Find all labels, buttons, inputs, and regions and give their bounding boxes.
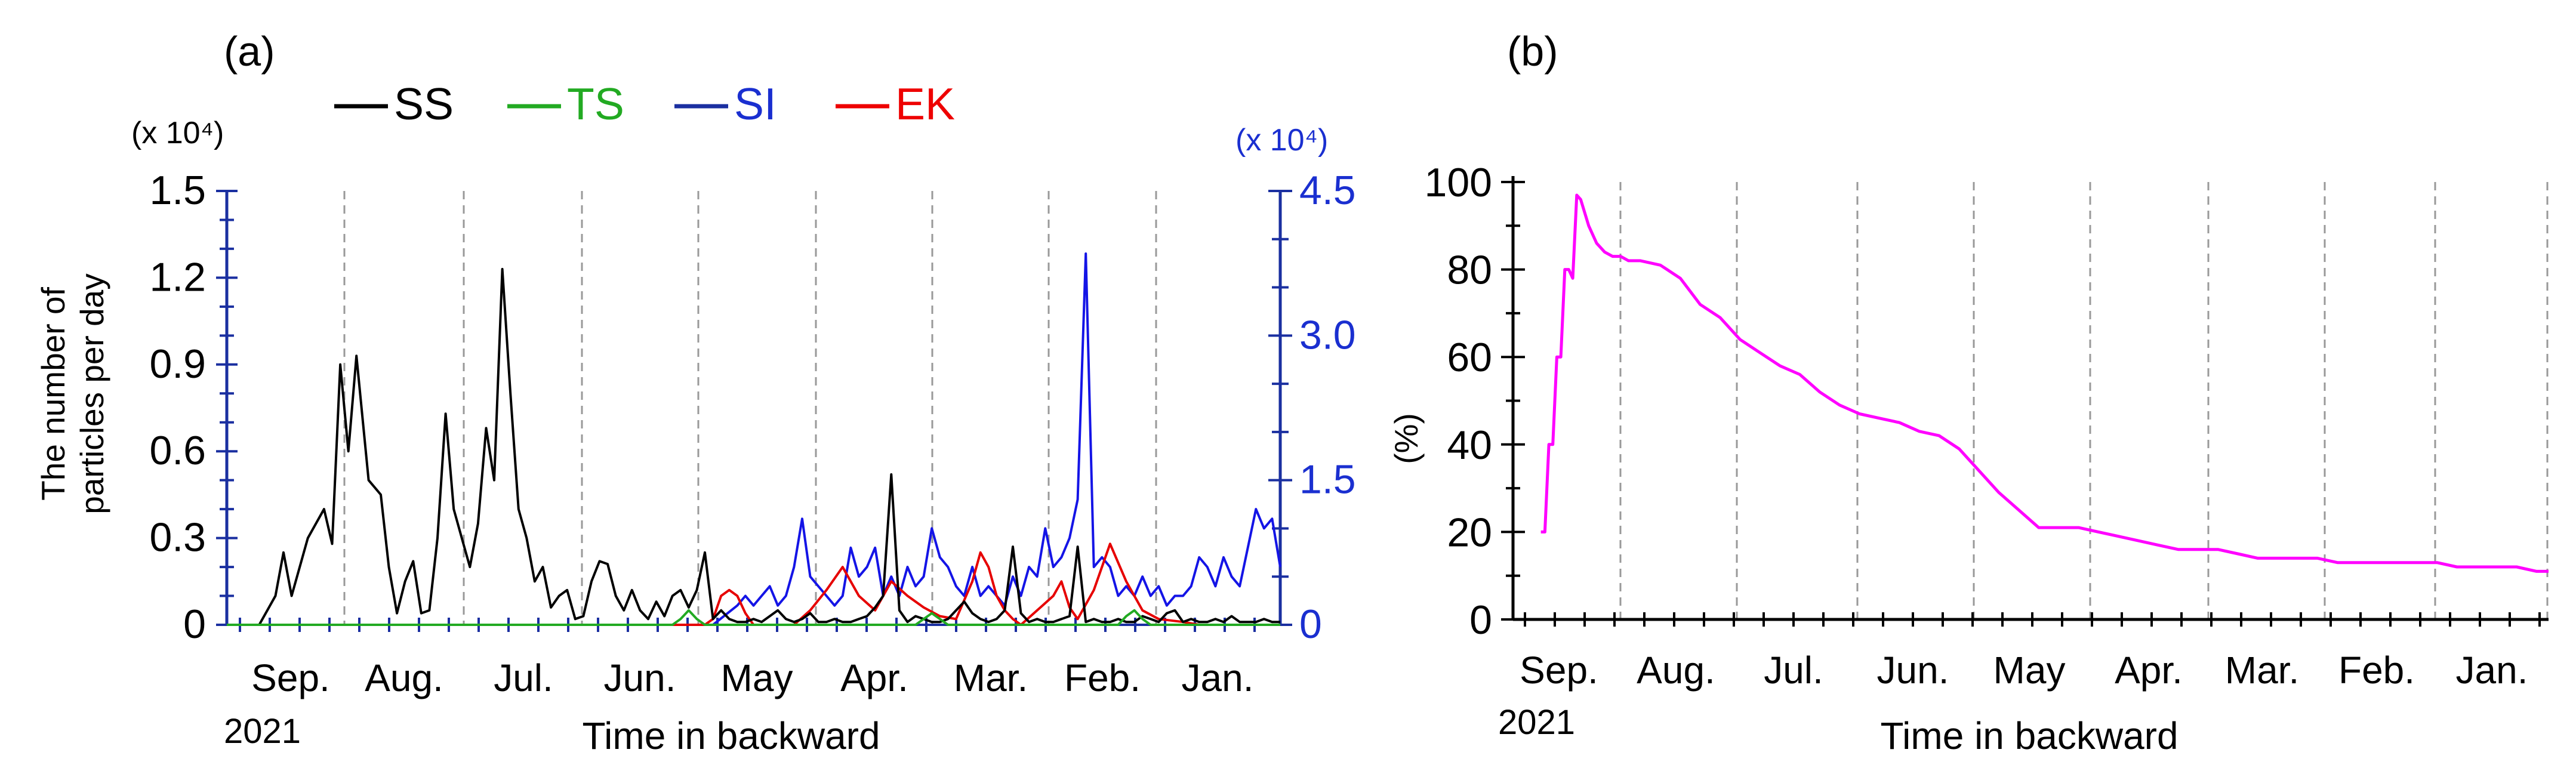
left-tick-label: 0.9 (149, 341, 206, 387)
series-line-ek (227, 542, 1280, 626)
month-label: Apr. (2115, 649, 2183, 692)
legend-label-si: SI (734, 79, 777, 129)
plot-area-b (1511, 176, 2549, 621)
x-axis-title-b: Time in backward (1880, 714, 2178, 757)
right-tick-label: 3.0 (1299, 312, 1356, 357)
month-label: Jul. (494, 656, 553, 699)
month-label: Mar. (954, 656, 1028, 699)
y-axis-title-b: (%) (1388, 413, 1425, 464)
month-label: Sep. (251, 656, 330, 699)
series-b (1540, 193, 2549, 573)
y-tick-label-b: 40 (1447, 423, 1492, 468)
panel-a-label: (a) (224, 28, 275, 75)
ticks-b (1501, 181, 2541, 627)
month-label: Feb. (1064, 656, 1141, 699)
right-tick-label: 4.5 (1299, 168, 1356, 213)
ticks-a (216, 190, 1292, 632)
month-label: Jun. (1877, 649, 1949, 692)
month-label: Apr. (840, 656, 908, 699)
month-label: Aug. (1637, 649, 1715, 692)
y-axis-title-line-2: particles per day (73, 273, 110, 514)
panel-a: (a) SS TS SI EK (x 10⁴) (x 10⁴) The numb… (35, 28, 1356, 757)
y-axis-title-line-1: The number of (35, 286, 72, 500)
left-tick-label: 0.3 (149, 515, 206, 560)
y-tick-label-b: 60 (1447, 335, 1492, 380)
x-axis-title-a: Time in backward (582, 714, 880, 757)
legend-a: SS TS SI EK (334, 79, 955, 129)
series-line-ts (227, 609, 1280, 626)
y-axis-title-a: The number of particles per day (35, 273, 110, 514)
plot-area-a (225, 191, 1282, 626)
left-tick-label: 0.6 (149, 428, 206, 473)
month-label: Sep. (1520, 649, 1598, 692)
month-label: May (1993, 649, 2066, 692)
y-tick-label-b: 0 (1469, 597, 1492, 643)
month-labels-a: Sep. Aug. Jul. Jun. May Apr. Mar. Feb. Jan. (251, 656, 1253, 699)
left-tick-label: 0 (183, 602, 206, 647)
series-line-ss (227, 267, 1280, 626)
left-tick-label: 1.5 (149, 168, 206, 213)
left-axis-scale: (x 10⁴) (131, 116, 224, 150)
month-label: Mar. (2225, 649, 2299, 692)
panel-b-label: (b) (1507, 28, 1558, 75)
y-tick-label-b: 80 (1447, 248, 1492, 293)
month-label: Jan. (2456, 649, 2528, 692)
legend-label-ek: EK (895, 79, 955, 129)
series-a (227, 252, 1281, 626)
month-label: Jul. (1764, 649, 1823, 692)
y-axis-title-b-wrap: (%) (1388, 413, 1425, 464)
series-line-percent (1540, 193, 2549, 573)
tick-labels-a: 0 0.3 0.6 0.9 1.2 1.5 0 1.5 3.0 4.5 (149, 168, 1355, 647)
year-label-a: 2021 (224, 712, 301, 751)
month-label: Feb. (2338, 649, 2415, 692)
left-tick-label: 1.2 (149, 254, 206, 300)
y-tick-label-b: 20 (1447, 510, 1492, 555)
tick-labels-b: 0 20 40 60 80 100 (1425, 160, 1492, 643)
month-labels-b: Sep. Aug. Jul. Jun. May Apr. Mar. Feb. Jan. (1520, 649, 2528, 692)
panel-b: (b) (%) 0 20 40 60 80 100 Sep. Aug. Jul. Jun. May… (1388, 28, 2549, 757)
month-label: Jun. (604, 656, 676, 699)
right-tick-label: 0 (1299, 602, 1322, 647)
month-label: Aug. (365, 656, 443, 699)
legend-label-ts: TS (567, 79, 624, 129)
legend-label-ss: SS (394, 79, 454, 129)
y-tick-label-b: 100 (1425, 160, 1492, 205)
month-label: Jan. (1182, 656, 1254, 699)
month-label: May (721, 656, 793, 699)
right-tick-label: 1.5 (1299, 457, 1356, 502)
year-label-b: 2021 (1498, 703, 1575, 742)
right-axis-scale: (x 10⁴) (1235, 123, 1328, 158)
